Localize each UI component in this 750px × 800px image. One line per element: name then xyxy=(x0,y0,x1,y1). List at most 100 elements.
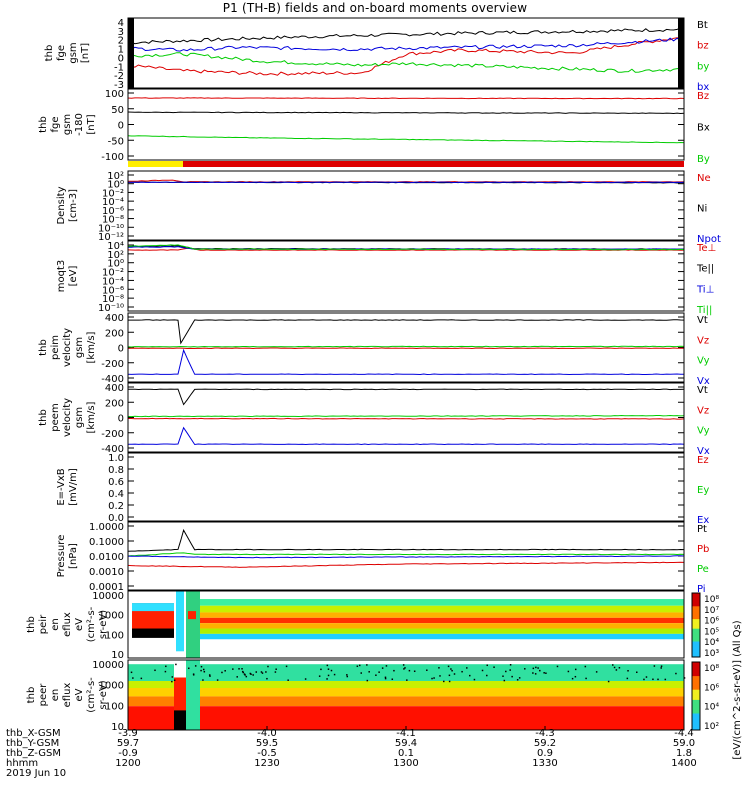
panel-6-ylabel-1: [mV/m] xyxy=(68,468,79,506)
panel-0-left-bar xyxy=(128,18,134,88)
spec-ele-dot xyxy=(358,664,361,667)
spec-ele-dot xyxy=(664,678,667,681)
spec-ele-dot xyxy=(384,677,387,680)
spec-ele-dot xyxy=(439,675,441,677)
colorbar-ion-cell xyxy=(692,594,700,597)
spec-ele-dot xyxy=(216,679,219,681)
spec-ele-dot xyxy=(200,669,202,672)
spec-ele-dot xyxy=(267,665,269,668)
panel-8-tick-1: 1000 xyxy=(99,611,124,622)
spec-ele-dot xyxy=(232,668,234,670)
colorbar-ion-cell xyxy=(692,612,700,615)
spec-ele-dot xyxy=(244,674,246,676)
spec-ion-early-low xyxy=(132,628,174,638)
colorbar-ion-cell xyxy=(692,652,700,655)
spec-ele-dot xyxy=(556,665,559,668)
colorbar-ele-cell xyxy=(692,680,700,683)
panel-0-right-bar xyxy=(678,18,684,88)
colorbar-ion-cell xyxy=(692,631,700,634)
panel-2-tick-4: 10⁻⁶ xyxy=(102,206,124,217)
spec-ele-dot xyxy=(366,679,369,682)
series-4-Vt xyxy=(128,319,685,345)
panel-5-legend-Vz: Vz xyxy=(697,405,709,416)
panel-4-ylabel-1: peim xyxy=(50,335,61,360)
spec-ele-dot xyxy=(683,677,686,679)
spec-ele-dot xyxy=(320,668,322,671)
series-3-Te_ xyxy=(127,247,685,251)
colorbar-ele-cell xyxy=(692,719,700,722)
chart-title: P1 (TH-B) fields and on-board moments ov… xyxy=(222,1,528,15)
colorbar-ele-cell xyxy=(692,707,700,711)
colorbar-ele-cell xyxy=(692,697,700,700)
panel-2-tick-0: 10² xyxy=(107,171,124,182)
panel-7-ylabel-1: [nPa] xyxy=(68,543,79,569)
panel-3-tick-2: 10⁰ xyxy=(107,259,124,270)
colorbar-ele-cell xyxy=(692,723,700,726)
spec-ele-dot xyxy=(571,677,574,680)
spec-ele-dot xyxy=(451,669,453,672)
spec-ele-dot xyxy=(175,663,177,666)
panel-9-ylabel-6: sr-eV) xyxy=(98,680,109,709)
panel-2-ylabel-1: [cm-3] xyxy=(68,189,79,222)
spec-ele-band-3 xyxy=(200,696,684,707)
panel-5-legend-Vx: Vx xyxy=(697,446,710,457)
spec-ele-dot xyxy=(194,665,197,667)
panel-5-tick-0: 400 xyxy=(105,383,124,394)
panel-6-ylabel-0: E=-VxB xyxy=(56,468,67,505)
spec-ele-dot xyxy=(304,678,307,680)
spec-ele-dot xyxy=(245,675,248,678)
panel-0-tick-6: -2 xyxy=(114,71,124,82)
spec-ele-dot xyxy=(326,664,329,667)
spec-ele-early-band-0 xyxy=(128,664,174,681)
spec-ele-band-1 xyxy=(200,681,684,688)
spec-ele-dot xyxy=(657,678,659,681)
spec-ele-dot xyxy=(241,668,243,670)
colorbar-ele-frame xyxy=(691,661,701,731)
panel-2-legend-Ne: Ne xyxy=(697,173,711,184)
spec-ele-dot xyxy=(448,674,451,677)
panel-8-ylabel-1: peir xyxy=(38,614,49,634)
spec-ele-dot xyxy=(567,670,570,673)
spec-ion-gap2 xyxy=(186,591,200,658)
spec-ele-dot xyxy=(615,669,618,671)
spec-ele-dot xyxy=(318,675,321,677)
colorbar-ele-tick-1: 10⁶ xyxy=(704,683,719,693)
panel-1-ylabel-2: gsm xyxy=(62,114,73,135)
colorbar-ele-cell xyxy=(692,728,700,731)
spec-ele-dot xyxy=(402,664,405,666)
spec-ion-band-1 xyxy=(200,605,684,613)
panel-3-legend-Ti||: Ti|| xyxy=(696,305,712,316)
colorbar-ele-tick-2: 10⁴ xyxy=(704,703,719,713)
series-7-Pe xyxy=(127,552,685,557)
spec-ele-dot xyxy=(539,669,541,672)
panel-5-tick-2: 0 xyxy=(118,414,124,425)
spec-ion-early-top xyxy=(132,603,174,612)
spec-ele-dot xyxy=(192,673,195,675)
colorbar-ion-cell xyxy=(692,634,700,637)
colorbar-ion-cell xyxy=(692,649,700,652)
spec-ele-dot xyxy=(385,665,388,667)
spec-ele-dot xyxy=(503,679,506,682)
spec-ele-dot xyxy=(360,672,362,674)
spec-ele-dot xyxy=(505,670,507,673)
colorbar-ele-cell xyxy=(692,718,700,721)
series-1-Bx xyxy=(127,111,685,115)
spec-ele-dot xyxy=(266,677,268,680)
panel-1-tick-2: 0 xyxy=(118,121,124,132)
panel-5-tick-3: -200 xyxy=(101,429,124,440)
spec-ele-dot xyxy=(202,668,205,671)
colorbar-ion-cell xyxy=(692,593,700,596)
colorbar-ion-cell xyxy=(692,620,700,623)
colorbar-ion-cell xyxy=(692,629,700,632)
spec-ele-dot xyxy=(618,667,621,669)
panel-4-ylabel-3: gsm xyxy=(74,337,85,358)
panel-7-tick-1: 0.1000 xyxy=(89,537,124,548)
spec-ele-early-band-4 xyxy=(128,706,174,730)
spec-ele-dot xyxy=(238,668,240,670)
panel-5-ylabel-1: peem xyxy=(50,403,61,431)
spec-ele-dot xyxy=(330,669,333,672)
colorbar-ion-cell xyxy=(692,642,700,645)
colorbar-ele-cell xyxy=(692,702,700,705)
panel-0-ylabel-1: fge xyxy=(56,45,67,61)
colorbar-ele-cell xyxy=(692,667,700,670)
